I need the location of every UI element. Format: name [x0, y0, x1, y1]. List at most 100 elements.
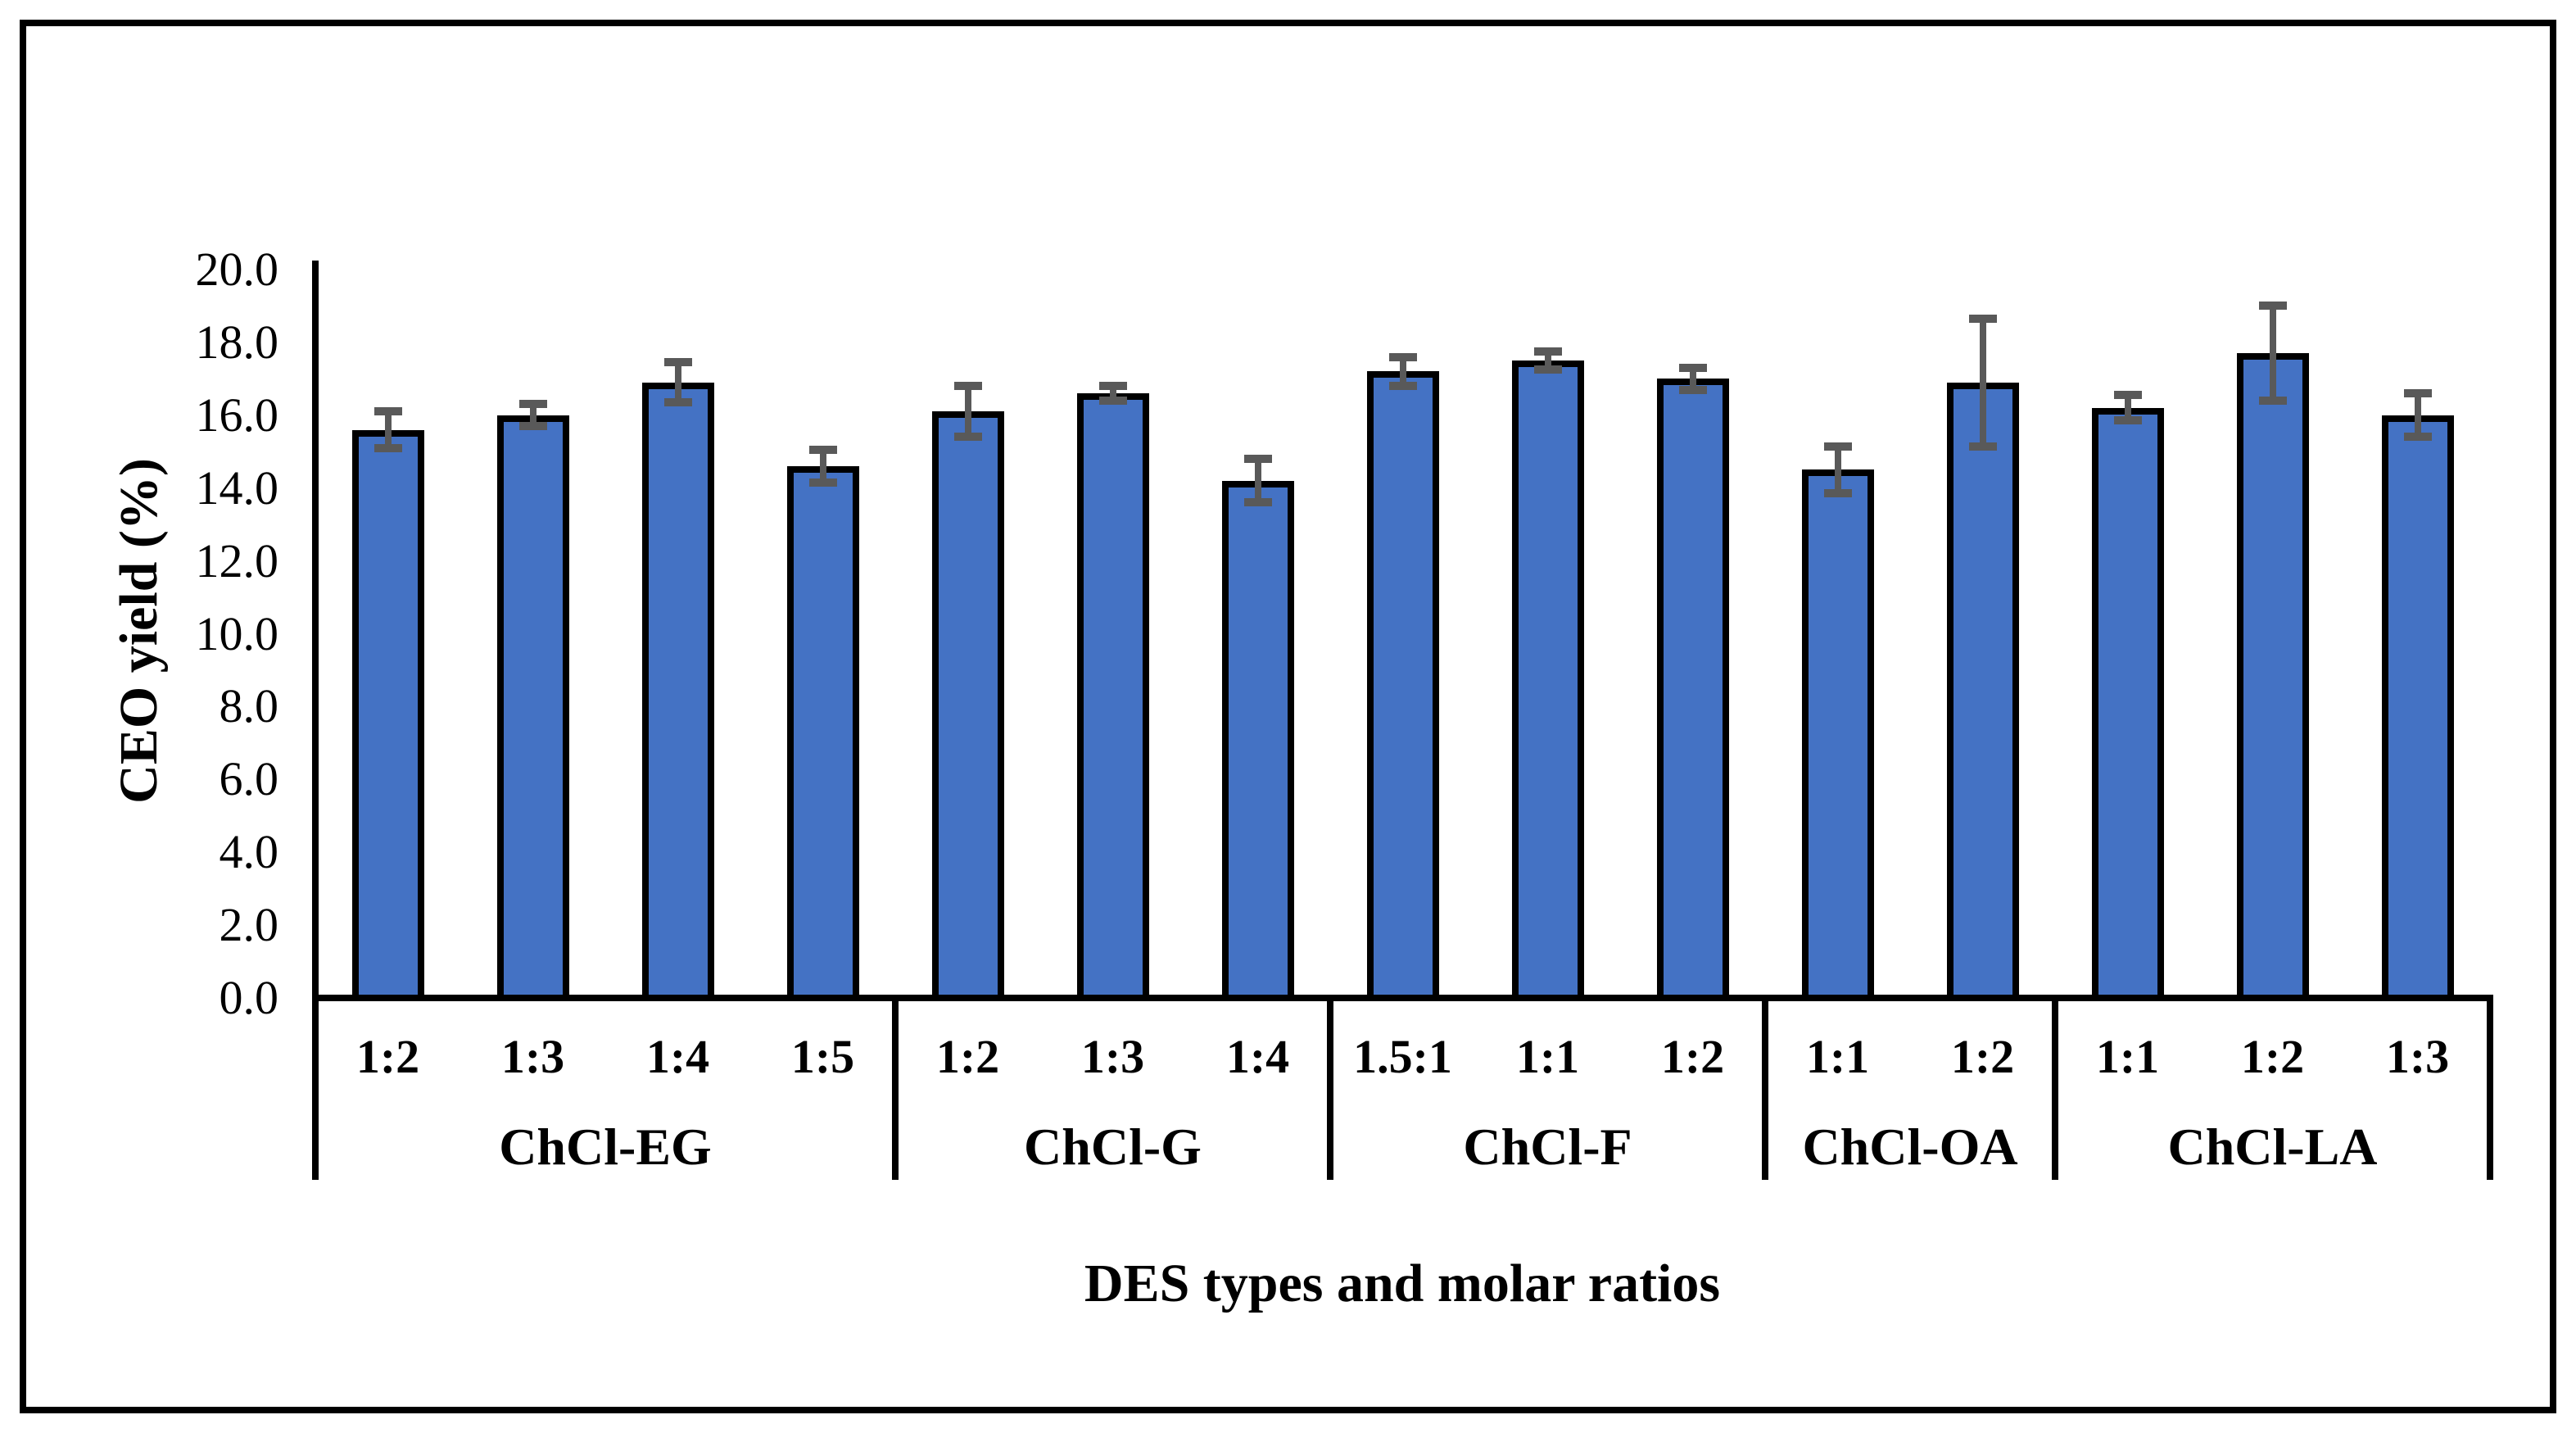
error-bar-whisker — [674, 362, 681, 403]
bar — [1366, 371, 1439, 998]
error-bar-cap-top — [1388, 352, 1417, 361]
error-bar-cap-top — [518, 400, 547, 409]
x-axis-line — [312, 995, 2493, 1001]
error-bar-cap-top — [953, 382, 982, 391]
bar — [1801, 469, 1874, 998]
group-label: ChCl-LA — [2167, 1118, 2378, 1176]
category-separator-line — [2487, 998, 2493, 1180]
error-bar-cap-top — [1243, 455, 1272, 464]
error-bar-whisker — [1544, 351, 1551, 370]
error-bar-whisker — [1689, 368, 1696, 390]
bar — [1511, 361, 1584, 998]
y-tick-label: 4.0 — [219, 825, 279, 879]
bar — [2236, 353, 2309, 998]
error-bar-cap-bottom — [1533, 365, 1562, 374]
ratio-label: 1:2 — [935, 1030, 1000, 1083]
bar — [1946, 382, 2019, 998]
bar — [496, 415, 569, 998]
error-bar-cap-top — [1968, 315, 1997, 323]
ratio-label: 1:3 — [500, 1030, 565, 1083]
y-tick-label: 8.0 — [219, 679, 279, 733]
error-bar-cap-top — [373, 407, 402, 416]
ratio-label: 1:5 — [790, 1030, 855, 1083]
bar — [1076, 393, 1149, 998]
category-separator-line — [1762, 998, 1768, 1180]
ratio-label: 1:1 — [2095, 1030, 2160, 1083]
error-bar-cap-top — [1678, 364, 1707, 372]
error-bar-cap-top — [1098, 382, 1127, 391]
ratio-label: 1:2 — [1660, 1030, 1725, 1083]
y-tick-label: 2.0 — [219, 898, 279, 952]
x-axis-title: DES types and molar ratios — [1084, 1254, 1721, 1313]
y-axis-line — [312, 261, 319, 1001]
group-label: ChCl-F — [1463, 1118, 1632, 1176]
category-separator-line — [2052, 998, 2058, 1180]
y-tick-label: 20.0 — [195, 243, 279, 296]
bar — [786, 466, 859, 998]
y-tick-label: 0.0 — [219, 971, 279, 1024]
category-separator-line — [1327, 998, 1333, 1180]
ratio-label: 1:3 — [1080, 1030, 1145, 1083]
error-bar-whisker — [1254, 459, 1261, 503]
bar — [931, 411, 1004, 998]
error-bar-cap-bottom — [808, 478, 837, 487]
error-bar-cap-top — [2113, 391, 2142, 400]
y-tick-label: 14.0 — [195, 460, 279, 515]
ratio-label: 1:1 — [1805, 1030, 1870, 1083]
error-bar-cap-bottom — [1388, 382, 1417, 391]
error-bar-whisker — [819, 450, 826, 483]
ratio-label: 1:3 — [2385, 1030, 2450, 1083]
error-bar-cap-bottom — [1823, 489, 1852, 498]
category-separator-line — [892, 998, 899, 1180]
bar — [1221, 480, 1294, 998]
bar — [641, 382, 714, 998]
bar — [351, 429, 424, 998]
group-label: ChCl-EG — [499, 1118, 712, 1176]
ratio-label: 1:4 — [645, 1030, 710, 1083]
bar — [1656, 379, 1729, 998]
error-bar-whisker — [1399, 356, 1406, 387]
y-tick-label: 6.0 — [219, 752, 279, 806]
group-label: ChCl-OA — [1802, 1118, 2018, 1176]
error-bar-cap-bottom — [1968, 442, 1997, 451]
bar — [2381, 415, 2454, 998]
error-bar-cap-bottom — [1243, 498, 1272, 507]
error-bar-cap-bottom — [2113, 416, 2142, 425]
error-bar-cap-bottom — [2258, 397, 2287, 406]
error-bar-cap-bottom — [1678, 385, 1707, 394]
ratio-label: 1.5:1 — [1353, 1030, 1452, 1083]
ratio-label: 1:2 — [2240, 1030, 2305, 1083]
error-bar-whisker — [964, 386, 971, 438]
y-tick-label: 12.0 — [195, 533, 279, 587]
error-bar-cap-top — [808, 446, 837, 455]
ratio-label: 1:1 — [1515, 1030, 1580, 1083]
error-bar-cap-top — [2403, 389, 2432, 398]
error-bar-cap-bottom — [663, 398, 692, 407]
error-bar-cap-bottom — [953, 433, 982, 442]
y-tick-label: 16.0 — [195, 388, 279, 442]
error-bar-whisker — [529, 404, 536, 427]
error-bar-whisker — [2269, 306, 2276, 401]
category-separator-line — [312, 998, 319, 1180]
error-bar-whisker — [384, 411, 392, 448]
ratio-label: 1:4 — [1225, 1030, 1290, 1083]
error-bar-cap-bottom — [2403, 433, 2432, 442]
bar — [2091, 407, 2164, 998]
error-bar-whisker — [1834, 446, 1841, 494]
error-bar-cap-top — [1533, 347, 1562, 356]
error-bar-cap-bottom — [1098, 397, 1127, 406]
error-bar-whisker — [2124, 395, 2131, 421]
error-bar-cap-bottom — [518, 422, 547, 431]
y-tick-label: 18.0 — [195, 315, 279, 369]
error-bar-cap-top — [663, 358, 692, 367]
error-bar-whisker — [2414, 393, 2421, 438]
error-bar-cap-top — [2258, 302, 2287, 311]
error-bar-whisker — [1109, 386, 1116, 401]
group-label: ChCl-G — [1024, 1118, 1202, 1176]
error-bar-cap-top — [1823, 442, 1852, 451]
error-bar-cap-bottom — [373, 443, 402, 452]
ratio-label: 1:2 — [355, 1030, 420, 1083]
error-bar-whisker — [1979, 319, 1986, 447]
y-tick-label: 10.0 — [195, 606, 279, 660]
